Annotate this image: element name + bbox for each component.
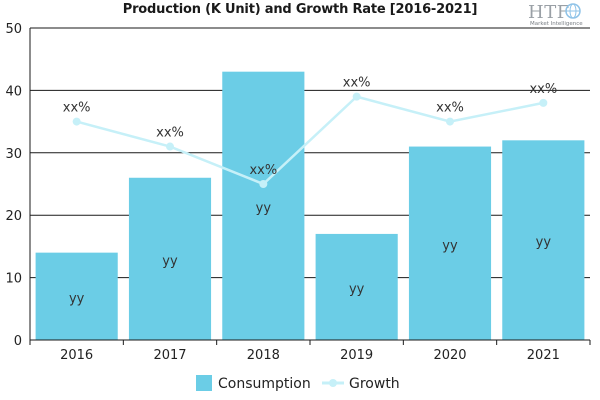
growth-data-label: xx% xyxy=(529,82,557,97)
bar-data-label: yy xyxy=(69,291,85,306)
growth-data-label: xx% xyxy=(436,101,464,116)
bar-data-label: yy xyxy=(256,201,272,216)
y-tick-label: 10 xyxy=(5,272,22,287)
legend-label-consumption: Consumption xyxy=(218,376,311,392)
x-tick-label: 2016 xyxy=(60,348,93,363)
growth-data-label: xx% xyxy=(63,101,91,116)
bar xyxy=(35,252,118,340)
growth-data-label: xx% xyxy=(249,163,277,178)
bar-data-label: yy xyxy=(162,254,178,269)
growth-data-label: xx% xyxy=(156,126,184,141)
y-tick-label: 40 xyxy=(5,84,22,99)
logo-mark: HTF xyxy=(528,2,570,23)
growth-point xyxy=(539,98,548,107)
growth-line xyxy=(76,95,544,186)
y-tick-label: 0 xyxy=(14,334,22,349)
x-tick-label: 2020 xyxy=(433,348,466,363)
y-tick-label: 30 xyxy=(5,147,22,162)
x-tick-label: 2021 xyxy=(527,348,560,363)
x-tick-label: 2018 xyxy=(247,348,280,363)
logo-tagline: Market Intelligence xyxy=(530,21,583,27)
growth-point xyxy=(259,180,268,188)
y-tick-label: 20 xyxy=(5,209,22,224)
bar xyxy=(222,71,305,341)
x-tick-label: 2017 xyxy=(153,348,186,363)
bar-data-label: yy xyxy=(442,238,458,253)
bar xyxy=(315,233,398,340)
bar-data-label: yy xyxy=(536,235,552,250)
x-tick-label: 2019 xyxy=(340,348,373,363)
globe-icon xyxy=(565,3,581,19)
legend-label-growth: Growth xyxy=(349,376,400,392)
growth-point xyxy=(166,142,174,151)
bar-data-label: yy xyxy=(349,282,365,297)
growth-data-label: xx% xyxy=(343,76,371,91)
growth-point xyxy=(352,92,361,101)
growth-point xyxy=(446,117,454,126)
chart-title: Production (K Unit) and Growth Rate [201… xyxy=(122,2,478,17)
bar xyxy=(502,140,585,340)
growth-point xyxy=(72,117,81,126)
bar xyxy=(128,177,212,340)
logo: HTF Market Intelligence xyxy=(526,2,586,32)
bar xyxy=(408,146,492,340)
y-tick-label: 50 xyxy=(5,22,22,37)
legend-swatch-consumption xyxy=(196,375,212,391)
legend-marker-growth xyxy=(329,379,337,387)
